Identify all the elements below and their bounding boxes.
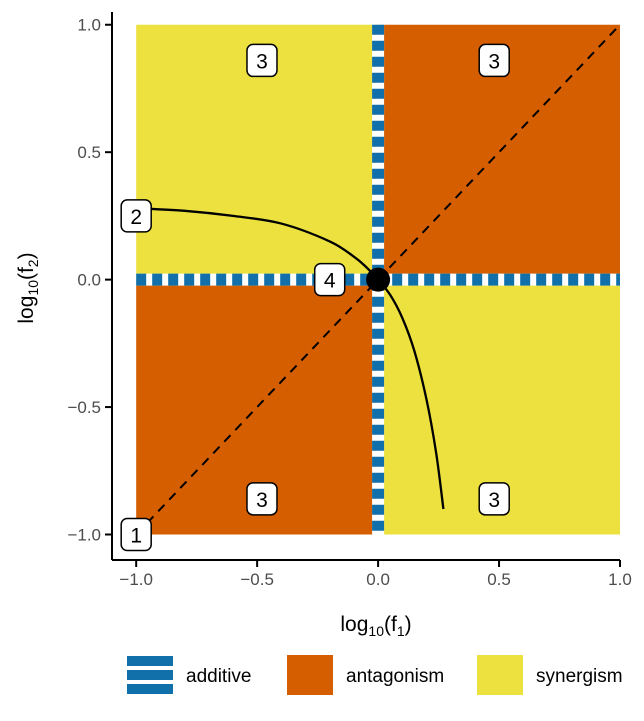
badge-3: 3 <box>478 482 510 516</box>
badge-label: 3 <box>256 50 268 73</box>
badge-3: 3 <box>478 43 510 78</box>
diagonal-dashed-line <box>135 24 621 536</box>
badge-box <box>246 43 278 78</box>
y-tick-label: −1.0 <box>67 526 101 545</box>
badge-layer: 3 3 3 3 2 4 1 <box>120 43 510 552</box>
badge-label: 4 <box>324 270 336 293</box>
legend-item-synergism: synergism <box>477 655 623 695</box>
y-tick-label: 0.0 <box>77 271 101 290</box>
badge-3: 3 <box>246 43 278 78</box>
axes: −1.0 −0.5 0.0 0.5 1.0 −1.0 −0.5 0.0 0.5 1.0 <box>67 12 632 589</box>
legend-item-antagonism: antagonism <box>287 655 444 695</box>
y-tick-label: 0.5 <box>77 143 101 162</box>
x-tick-label: 0.0 <box>366 570 390 589</box>
legend-label: additive <box>186 666 252 687</box>
legend-key-stripe <box>127 684 173 694</box>
x-axis-title: log10(f1) <box>340 613 411 639</box>
origin-point <box>366 267 391 292</box>
badge-box <box>246 482 278 516</box>
badge-box <box>478 482 510 516</box>
x-tick-label: −1.0 <box>119 570 153 589</box>
legend-key-synergism <box>477 655 523 695</box>
badge-1: 1 <box>120 517 152 552</box>
legend-key-stripe <box>127 670 173 680</box>
badge-box <box>120 517 152 552</box>
legend-item-additive: additive <box>127 655 252 695</box>
y-tick-label: 1.0 <box>77 16 101 35</box>
badge-4: 4 <box>313 262 346 297</box>
badge-box <box>120 199 152 233</box>
legend-key-stripe <box>127 656 173 666</box>
badge-label: 3 <box>488 489 500 512</box>
line-layer <box>135 24 621 536</box>
legend: additive antagonism synergism <box>127 655 623 695</box>
x-tick-label: −0.5 <box>240 570 274 589</box>
legend-label: antagonism <box>346 666 444 687</box>
x-tick-label: 0.5 <box>487 570 511 589</box>
badge-label: 1 <box>130 525 142 548</box>
badge-2: 2 <box>120 199 152 233</box>
y-tick-label: −0.5 <box>67 398 101 417</box>
badge-label: 3 <box>256 489 268 512</box>
y-axis-title: log10(f2) <box>15 252 41 323</box>
badge-box <box>478 43 510 78</box>
badge-box <box>313 262 346 297</box>
badge-label: 3 <box>488 50 500 73</box>
badge-label: 2 <box>130 206 142 229</box>
badge-3: 3 <box>246 482 278 516</box>
legend-key-antagonism <box>287 655 333 695</box>
x-tick-label: 1.0 <box>608 570 632 589</box>
legend-label: synergism <box>536 666 623 687</box>
